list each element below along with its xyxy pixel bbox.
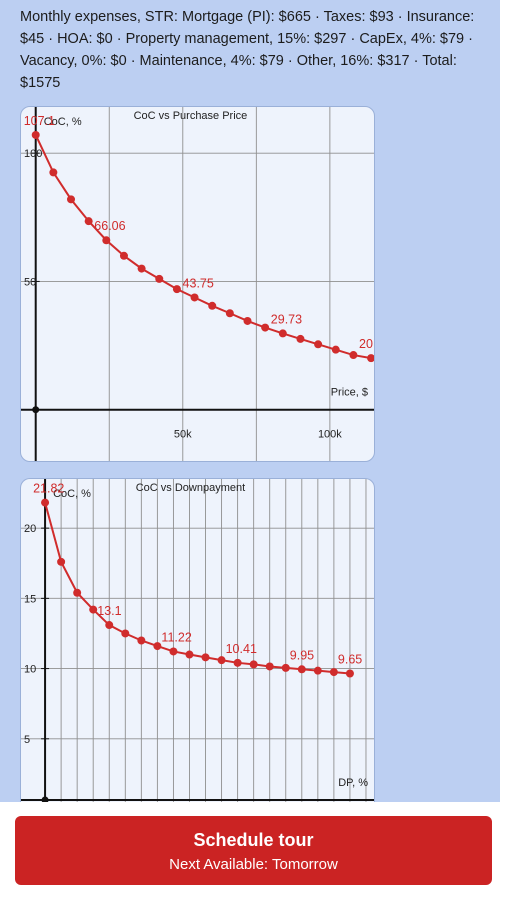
data-point	[89, 605, 98, 614]
data-point	[190, 293, 199, 302]
y-tick-label: 50	[24, 276, 36, 288]
data-point	[314, 340, 323, 349]
data-point	[137, 636, 146, 645]
data-point	[265, 662, 274, 671]
data-label: 21.82	[33, 482, 64, 496]
expenses-panel: Monthly expenses, STR: Mortgage (PI): $6…	[0, 0, 500, 809]
data-point	[225, 309, 234, 318]
footer-bar: Schedule tour Next Available: Tomorrow	[0, 802, 507, 900]
chart-coc-vs-price: 50 100 50k 100k CoC, % CoC vs Purchase Price P…	[20, 106, 375, 462]
x-axis-label: DP, %	[338, 777, 368, 789]
y-tick-label: 5	[24, 734, 30, 746]
y-axis-label: CoC, %	[44, 116, 82, 128]
data-point	[137, 264, 146, 273]
data-point	[57, 557, 66, 566]
data-point	[105, 621, 114, 630]
data-point	[243, 316, 252, 325]
series-line	[34, 134, 372, 360]
data-point	[73, 588, 82, 597]
chart-coc-vs-price-plot: 50 100 50k 100k CoC, % CoC vs Purchase Price P…	[21, 107, 374, 461]
data-point	[169, 647, 178, 656]
y-tick-label: 10	[24, 664, 36, 676]
data-point	[153, 642, 162, 651]
data-point	[367, 354, 374, 363]
data-point	[313, 666, 322, 675]
x-tick-label: 50k	[174, 429, 192, 441]
data-label: 43.75	[183, 276, 214, 290]
data-point	[84, 217, 93, 226]
data-point	[31, 130, 40, 139]
data-label: 29.73	[271, 312, 302, 326]
data-point	[121, 629, 130, 638]
chart-title: CoC vs Downpayment	[136, 482, 245, 494]
y-tick-label: 15	[24, 593, 36, 605]
data-point	[41, 498, 50, 507]
data-label: 9.95	[290, 648, 314, 662]
data-label: 66.06	[94, 219, 125, 233]
data-label: 9.65	[338, 652, 362, 666]
data-label: 13.1	[97, 604, 121, 618]
y-axis-label: CoC, %	[53, 488, 91, 500]
data-point	[208, 301, 217, 310]
x-axis-label: Price, $	[331, 387, 368, 399]
data-point	[217, 656, 226, 665]
data-point	[155, 274, 164, 283]
data-point	[331, 345, 340, 354]
data-point	[278, 329, 287, 338]
data-point	[49, 168, 58, 177]
data-point	[249, 660, 258, 669]
y-tick-label: 20	[24, 523, 36, 535]
data-point	[329, 668, 338, 677]
data-point	[281, 663, 290, 672]
data-point	[233, 658, 242, 667]
data-point	[349, 351, 358, 360]
schedule-tour-button[interactable]: Schedule tour Next Available: Tomorrow	[15, 816, 492, 885]
data-point	[67, 195, 76, 204]
data-label: 10.41	[226, 642, 257, 656]
schedule-tour-label: Schedule tour	[193, 830, 314, 850]
data-point	[297, 665, 306, 674]
chart-coc-vs-downpayment-plot: 5 10 15 20 CoC, % CoC vs Downpayment DP, % 21.8…	[21, 479, 374, 809]
next-available-label: Next Available: Tomorrow	[169, 856, 338, 873]
data-point	[296, 334, 305, 343]
monthly-expenses-text: Monthly expenses, STR: Mortgage (PI): $6…	[20, 9, 475, 91]
data-point	[261, 323, 270, 332]
data-point	[345, 669, 354, 678]
origin-dot	[41, 796, 49, 804]
y-tick-label: 100	[24, 148, 42, 160]
data-point	[119, 251, 128, 260]
data-label: 20.11	[359, 337, 374, 351]
data-label: 11.22	[161, 630, 191, 644]
data-point	[201, 653, 210, 662]
origin-dot	[32, 406, 40, 414]
x-tick-label: 100k	[318, 429, 342, 441]
data-label: 107.1	[24, 114, 55, 128]
data-point	[185, 650, 194, 659]
data-point	[102, 236, 111, 245]
data-point	[172, 285, 181, 294]
chart-coc-vs-downpayment: 5 10 15 20 CoC, % CoC vs Downpayment DP, % 21.8…	[20, 478, 375, 809]
chart-title: CoC vs Purchase Price	[134, 110, 248, 122]
